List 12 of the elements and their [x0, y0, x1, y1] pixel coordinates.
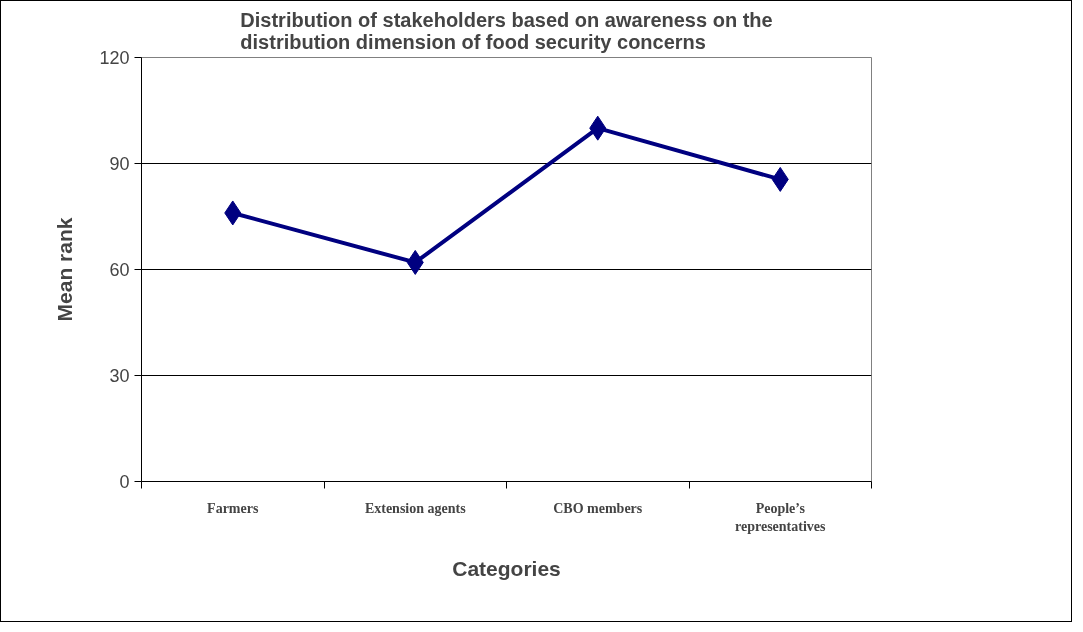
x-tick-label: CBO members — [553, 500, 643, 516]
y-tick-label: 0 — [119, 472, 130, 492]
y-tick-label: 30 — [109, 366, 130, 386]
y-tick-label: 120 — [99, 48, 130, 68]
x-axis-title: Categories — [452, 556, 561, 580]
x-tick-label: Extension agents — [364, 500, 467, 516]
y-axis-title: Mean rank — [53, 217, 77, 322]
y-tick-label: 60 — [109, 260, 130, 280]
chart-title: Distribution of stakeholders based on awareness on the distribution dimension of food security concerns — [240, 8, 773, 53]
x-tick-label: Farmers — [207, 500, 259, 516]
x-tick-label: People’s representatives — [735, 500, 827, 534]
y-tick-label: 90 — [109, 154, 130, 174]
